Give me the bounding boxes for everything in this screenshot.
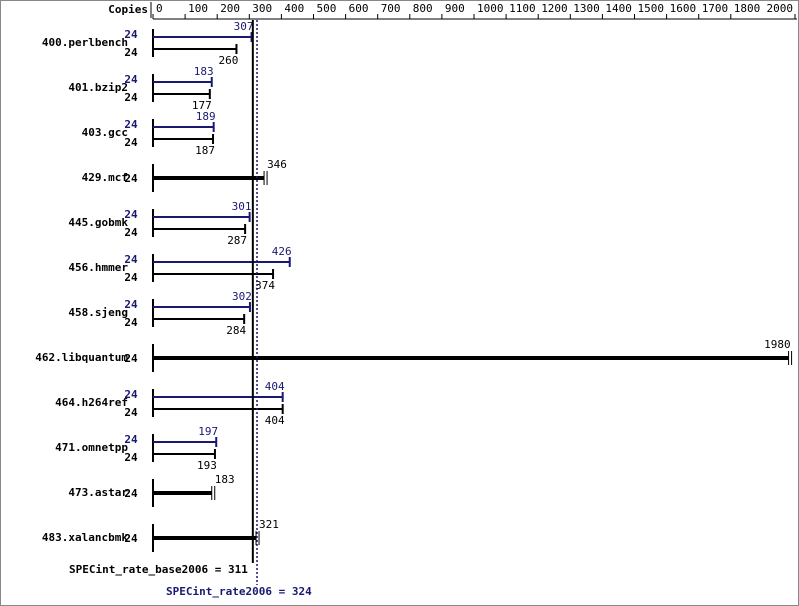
copies-header: Copies	[108, 3, 148, 16]
value-label: 183	[215, 473, 235, 486]
x-tick-label: 300	[252, 2, 272, 15]
value-label: 187	[195, 144, 215, 157]
copies: 24	[124, 388, 138, 401]
value-label: 302	[232, 290, 252, 303]
value-label: 307	[234, 20, 254, 33]
copies: 24	[124, 316, 138, 329]
value-label: 287	[227, 234, 247, 247]
value-label: 1980	[764, 338, 791, 351]
benchmark-label: 456.hmmer	[68, 261, 128, 274]
x-tick-label: 800	[413, 2, 433, 15]
value-label: 284	[226, 324, 246, 337]
x-tick-label: 1600	[670, 2, 697, 15]
x-tick-label: 0	[156, 2, 163, 15]
x-tick-label: 1700	[702, 2, 729, 15]
reference-label: SPECint_rate2006 = 324	[166, 585, 312, 598]
value-label: 183	[194, 65, 214, 78]
value-label: 193	[197, 459, 217, 472]
copies: 24	[124, 136, 138, 149]
benchmark-label: 400.perlbench	[42, 36, 128, 49]
x-tick-label: 900	[445, 2, 465, 15]
x-tick-label: 700	[381, 2, 401, 15]
value-label: 197	[198, 425, 218, 438]
copies: 24	[124, 487, 138, 500]
copies: 24	[124, 406, 138, 419]
copies: 24	[124, 91, 138, 104]
x-tick-label: 600	[349, 2, 369, 15]
reference-label: SPECint_rate_base2006 = 311	[69, 563, 248, 576]
value-label: 189	[196, 110, 216, 123]
benchmark-label: 473.astar	[68, 486, 128, 499]
value-label: 374	[255, 279, 275, 292]
copies: 24	[124, 253, 138, 266]
benchmark-label: 483.xalancbmk	[42, 531, 128, 544]
x-tick-label: 1400	[605, 2, 632, 15]
benchmark-label: 458.sjeng	[68, 306, 128, 319]
x-tick-label: 1200	[541, 2, 568, 15]
copies: 24	[124, 451, 138, 464]
value-label: 321	[259, 518, 279, 531]
benchmark-label: 462.libquantum	[35, 351, 128, 364]
benchmark-label: 401.bzip2	[68, 81, 128, 94]
copies: 24	[124, 118, 138, 131]
x-tick-label: 200	[220, 2, 240, 15]
value-label: 404	[265, 380, 285, 393]
value-label: 301	[232, 200, 252, 213]
copies: 24	[124, 226, 138, 239]
value-label: 177	[192, 99, 212, 112]
value-label: 404	[265, 414, 285, 427]
x-tick-label: 1800	[734, 2, 761, 15]
benchmark-label: 445.gobmk	[68, 216, 128, 229]
copies: 24	[124, 73, 138, 86]
x-tick-label: 1500	[638, 2, 665, 15]
copies: 24	[124, 208, 138, 221]
x-tick-label: 1000	[477, 2, 504, 15]
copies: 24	[124, 172, 138, 185]
copies: 24	[124, 271, 138, 284]
x-tick-label: 400	[284, 2, 304, 15]
benchmark-label: 403.gcc	[82, 126, 128, 139]
benchmark-label: 464.h264ref	[55, 396, 128, 409]
x-tick-label: 1300	[573, 2, 600, 15]
copies: 24	[124, 352, 138, 365]
x-tick-label: 2000	[767, 2, 794, 15]
value-label: 260	[219, 54, 239, 67]
copies: 24	[124, 433, 138, 446]
value-label: 426	[272, 245, 292, 258]
copies: 24	[124, 298, 138, 311]
copies: 24	[124, 532, 138, 545]
x-tick-label: 100	[188, 2, 208, 15]
value-label: 346	[267, 158, 287, 171]
copies: 24	[124, 28, 138, 41]
x-tick-label: 1100	[509, 2, 535, 15]
benchmark-label: 429.mcf	[82, 171, 128, 184]
copies: 24	[124, 46, 138, 59]
x-tick-label: 500	[317, 2, 337, 15]
benchmark-label: 471.omnetpp	[55, 441, 128, 454]
